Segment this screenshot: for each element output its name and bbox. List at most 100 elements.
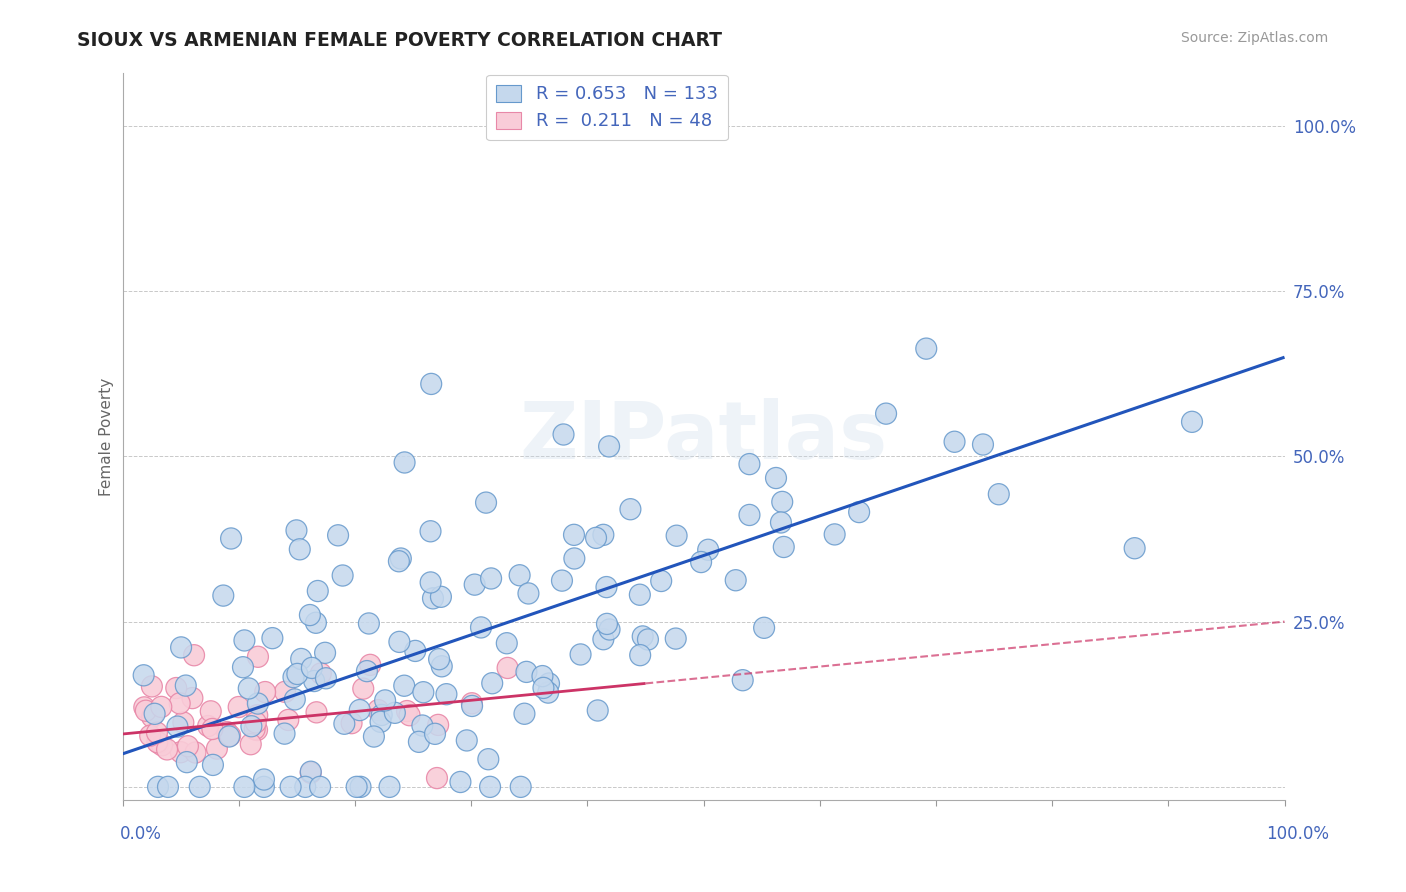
Ellipse shape: [253, 769, 274, 790]
Ellipse shape: [157, 776, 179, 797]
Ellipse shape: [142, 706, 163, 728]
Ellipse shape: [350, 776, 371, 797]
Ellipse shape: [166, 678, 187, 698]
Ellipse shape: [596, 576, 617, 598]
Ellipse shape: [482, 673, 503, 694]
Ellipse shape: [315, 668, 336, 689]
Ellipse shape: [190, 776, 209, 797]
Ellipse shape: [510, 776, 531, 797]
Ellipse shape: [207, 738, 228, 759]
Ellipse shape: [849, 501, 869, 523]
Ellipse shape: [333, 714, 354, 734]
Ellipse shape: [139, 725, 160, 747]
Ellipse shape: [599, 619, 620, 640]
Ellipse shape: [461, 693, 482, 714]
Ellipse shape: [585, 527, 606, 549]
Ellipse shape: [357, 661, 377, 681]
Ellipse shape: [537, 682, 558, 703]
Ellipse shape: [291, 648, 312, 670]
Ellipse shape: [481, 568, 502, 589]
Ellipse shape: [733, 670, 754, 690]
Ellipse shape: [374, 690, 395, 711]
Ellipse shape: [408, 731, 429, 753]
Ellipse shape: [593, 524, 614, 545]
Ellipse shape: [152, 735, 173, 756]
Ellipse shape: [391, 548, 412, 569]
Ellipse shape: [274, 723, 295, 744]
Ellipse shape: [173, 712, 194, 733]
Ellipse shape: [770, 512, 792, 533]
Ellipse shape: [170, 741, 191, 763]
Ellipse shape: [246, 720, 267, 740]
Ellipse shape: [569, 644, 591, 665]
Ellipse shape: [304, 671, 325, 691]
Ellipse shape: [394, 675, 415, 697]
Ellipse shape: [450, 772, 471, 793]
Ellipse shape: [432, 656, 453, 677]
Ellipse shape: [217, 722, 238, 743]
Ellipse shape: [436, 683, 457, 705]
Ellipse shape: [461, 696, 482, 716]
Ellipse shape: [370, 711, 391, 732]
Ellipse shape: [430, 586, 451, 607]
Ellipse shape: [396, 700, 418, 722]
Ellipse shape: [309, 776, 330, 797]
Ellipse shape: [359, 613, 380, 634]
Text: SIOUX VS ARMENIAN FEMALE POVERTY CORRELATION CHART: SIOUX VS ARMENIAN FEMALE POVERTY CORRELA…: [77, 31, 723, 50]
Ellipse shape: [551, 570, 572, 591]
Ellipse shape: [233, 776, 254, 797]
Ellipse shape: [773, 536, 794, 558]
Ellipse shape: [420, 572, 441, 593]
Ellipse shape: [221, 528, 242, 549]
Ellipse shape: [1125, 538, 1144, 558]
Ellipse shape: [184, 645, 204, 665]
Ellipse shape: [651, 570, 672, 591]
Ellipse shape: [135, 700, 156, 722]
Ellipse shape: [637, 629, 658, 650]
Ellipse shape: [593, 629, 614, 649]
Text: Source: ZipAtlas.com: Source: ZipAtlas.com: [1181, 31, 1329, 45]
Ellipse shape: [515, 703, 534, 724]
Ellipse shape: [254, 681, 276, 703]
Ellipse shape: [299, 605, 321, 625]
Ellipse shape: [332, 565, 353, 586]
Ellipse shape: [232, 657, 253, 678]
Ellipse shape: [247, 693, 269, 714]
Ellipse shape: [413, 681, 434, 703]
Ellipse shape: [384, 702, 405, 723]
Ellipse shape: [328, 524, 349, 546]
Ellipse shape: [202, 755, 224, 775]
Ellipse shape: [307, 702, 328, 723]
Ellipse shape: [246, 712, 266, 733]
Ellipse shape: [697, 539, 718, 560]
Ellipse shape: [388, 550, 409, 572]
Ellipse shape: [290, 539, 311, 560]
Ellipse shape: [479, 776, 501, 797]
Ellipse shape: [517, 582, 538, 604]
Ellipse shape: [181, 688, 202, 708]
Ellipse shape: [740, 504, 759, 525]
Ellipse shape: [167, 716, 188, 737]
Ellipse shape: [380, 776, 399, 797]
Ellipse shape: [301, 761, 321, 782]
Ellipse shape: [202, 718, 222, 739]
Ellipse shape: [915, 338, 936, 359]
Ellipse shape: [988, 483, 1010, 505]
Ellipse shape: [509, 565, 530, 586]
Ellipse shape: [169, 693, 190, 714]
Ellipse shape: [176, 675, 197, 696]
Ellipse shape: [429, 648, 450, 670]
Ellipse shape: [420, 521, 441, 541]
Ellipse shape: [690, 551, 711, 573]
Ellipse shape: [496, 632, 517, 654]
Ellipse shape: [471, 617, 492, 638]
Ellipse shape: [564, 548, 585, 569]
Ellipse shape: [371, 705, 392, 725]
Text: ZIPatlas: ZIPatlas: [519, 398, 887, 475]
Ellipse shape: [364, 726, 384, 747]
Ellipse shape: [475, 492, 496, 513]
Ellipse shape: [666, 525, 688, 546]
Ellipse shape: [620, 499, 641, 520]
Ellipse shape: [876, 403, 897, 425]
Ellipse shape: [145, 703, 165, 724]
